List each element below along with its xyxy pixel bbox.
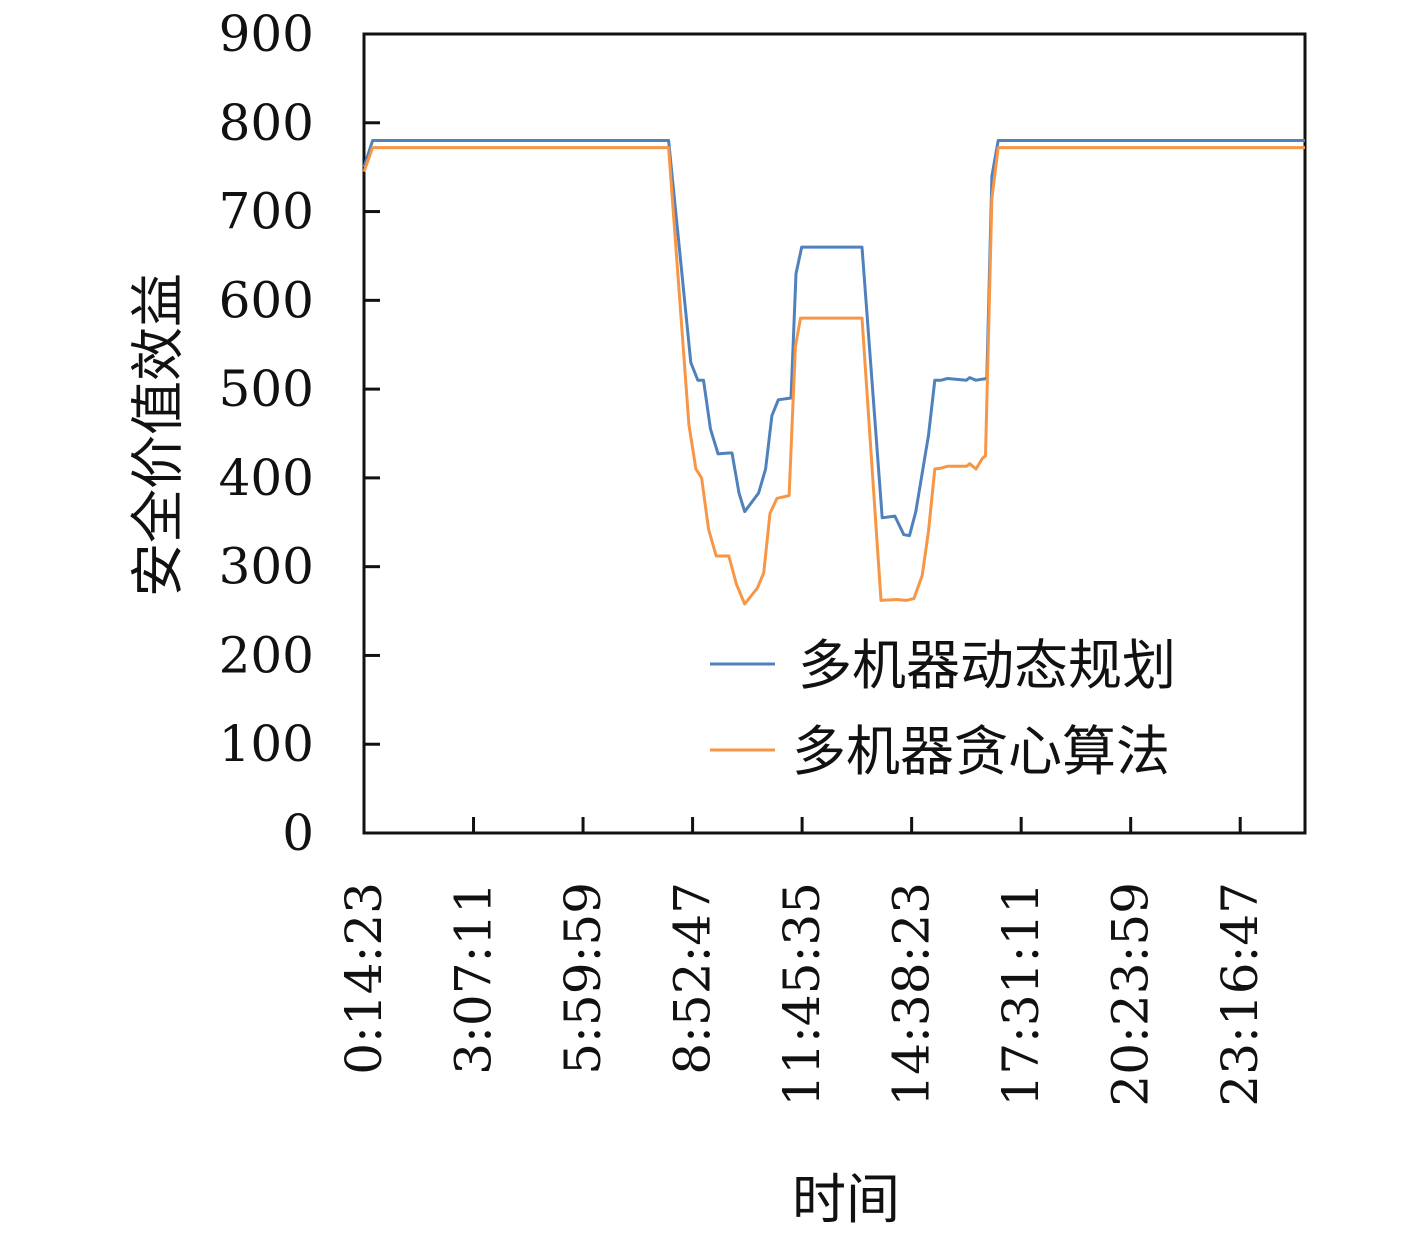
y-tick-label: 100 — [219, 715, 314, 773]
plot-border — [362, 32, 1307, 835]
y-tick-label: 300 — [219, 538, 314, 596]
x-tick-label: 14:38:23 — [883, 882, 941, 1107]
y-tick-label: 800 — [219, 94, 314, 152]
y-axis-label: 安全价值效益 — [127, 273, 190, 597]
plot-frame — [362, 32, 1307, 835]
x-tick-label: 23:16:47 — [1211, 882, 1269, 1107]
legend-label-dynamic-programming: 多机器动态规划 — [798, 634, 1176, 697]
y-tick-label: 700 — [219, 183, 314, 241]
y-tick-label: 900 — [219, 5, 314, 63]
x-tick-label: 20:23:59 — [1102, 882, 1160, 1107]
legend: 多机器动态规划 多机器贪心算法 — [710, 634, 1176, 783]
series-layer — [362, 139, 1305, 606]
legend-label-greedy: 多机器贪心算法 — [792, 720, 1170, 783]
x-tick-label: 0:14:23 — [335, 882, 393, 1075]
series-line-dynamic-programming — [362, 139, 1305, 538]
x-axis-label: 时间 — [792, 1168, 900, 1231]
y-axis-ticks: 0 100 200 300 400 500 600 700 800 900 — [219, 5, 380, 862]
series-line-greedy — [362, 146, 1305, 606]
y-tick-label: 200 — [219, 626, 314, 684]
y-tick-label: 500 — [219, 360, 314, 418]
x-tick-label: 3:07:11 — [445, 882, 503, 1075]
y-tick-label: 0 — [282, 804, 314, 862]
x-tick-label: 17:31:11 — [992, 882, 1050, 1107]
y-tick-label: 600 — [219, 271, 314, 329]
x-tick-label: 5:59:59 — [554, 882, 612, 1075]
y-tick-label: 400 — [219, 449, 314, 507]
x-tick-label: 11:45:35 — [773, 882, 831, 1107]
x-axis-ticks: 0:14:23 3:07:11 5:59:59 8:52:47 11:45:35 14:3… — [335, 817, 1269, 1107]
x-tick-label: 8:52:47 — [664, 882, 722, 1075]
